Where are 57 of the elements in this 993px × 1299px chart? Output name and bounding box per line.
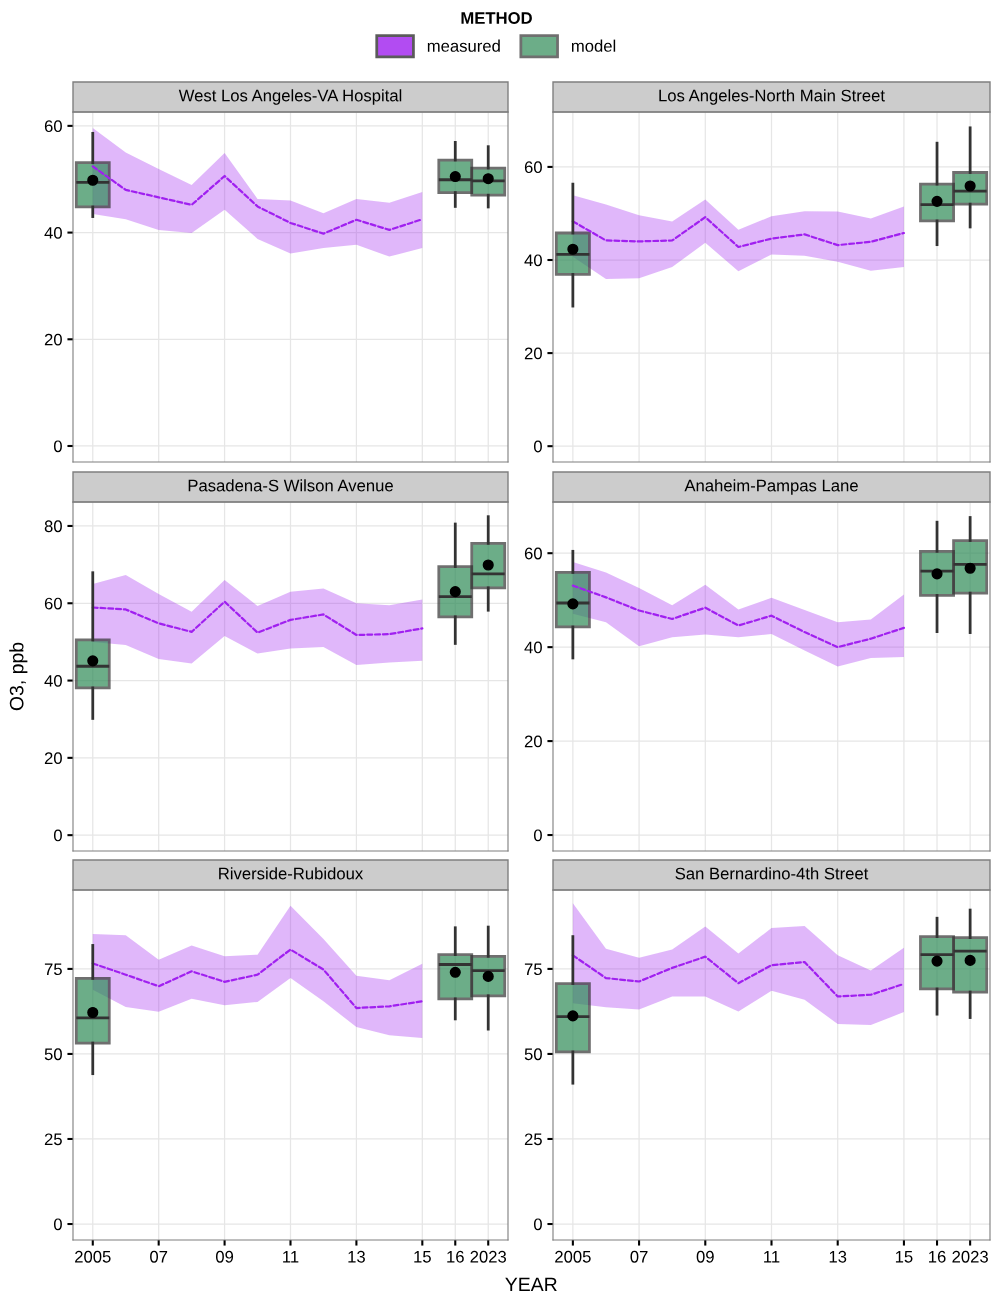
x-tick-label: 09 — [696, 1250, 714, 1263]
y-tick-label: 60 — [524, 161, 542, 174]
y-tick-label: 75 — [44, 963, 62, 976]
y-tick-label: 0 — [53, 1218, 62, 1231]
y-tick-label: 20 — [524, 735, 542, 748]
line-series — [91, 165, 424, 235]
line-series — [91, 948, 424, 1010]
y-tick-label: 80 — [44, 520, 62, 533]
line-series — [571, 216, 906, 249]
y-tick-label: 0 — [533, 1218, 542, 1231]
y-tick-label: 25 — [524, 1133, 542, 1146]
chart-title: Riverside-Rubidoux — [219, 867, 364, 880]
y-tick-label: 0 — [533, 440, 542, 453]
x-tick-label: 13 — [829, 1250, 847, 1263]
x-tick-label: 2005 — [555, 1250, 591, 1263]
y-tick-label: 40 — [524, 254, 542, 267]
y-tick-label: 0 — [53, 829, 62, 842]
chart-title: Los Angeles-North Main Street — [659, 89, 885, 105]
chart-title: San Bernardino-4th Street — [675, 867, 869, 880]
y-tick-label: 25 — [44, 1133, 62, 1146]
y-tick-label: 60 — [44, 597, 62, 610]
x-tick-label: 15 — [414, 1251, 431, 1263]
x-tick-label: 15 — [895, 1251, 913, 1263]
y-tick-label: 20 — [44, 752, 62, 765]
x-tick-label: 07 — [150, 1250, 168, 1263]
x-axis-title: YEAR — [505, 1277, 557, 1292]
chart-title: Anaheim-Pampas Lane — [684, 479, 858, 495]
x-tick-label: 2023 — [952, 1250, 988, 1263]
y-tick-label: 75 — [524, 963, 542, 976]
x-tick-label: 16 — [929, 1250, 946, 1263]
y-tick-label: 0 — [53, 440, 62, 453]
y-tick-label: 40 — [44, 674, 62, 687]
x-tick-label: 11 — [283, 1251, 299, 1263]
x-tick-label: 13 — [348, 1250, 365, 1263]
y-tick-label: 40 — [524, 641, 542, 654]
y-tick-label: 50 — [44, 1048, 62, 1061]
x-tick-label: 2023 — [470, 1250, 507, 1263]
x-tick-label: 16 — [447, 1250, 464, 1263]
x-tick-label: 09 — [215, 1250, 234, 1263]
chart-title: Pasadena-S Wilson Avenue — [188, 479, 393, 492]
line-series — [571, 584, 906, 649]
y-tick-label: 20 — [44, 333, 62, 346]
y-tick-label: 60 — [524, 547, 542, 560]
y-tick-label: 40 — [44, 226, 62, 239]
y-tick-label: 50 — [524, 1048, 542, 1061]
line-series — [91, 600, 424, 637]
x-tick-label: 2005 — [75, 1250, 111, 1263]
legend-title: METHOD — [461, 12, 532, 24]
legend-label: measured — [427, 39, 500, 52]
y-axis-title: O3, ppb — [9, 642, 28, 711]
y-tick-label: 60 — [44, 120, 62, 133]
legend-label: model — [571, 39, 616, 52]
x-tick-label: 07 — [630, 1250, 648, 1263]
chart-title: West Los Angeles-VA Hospital — [178, 89, 402, 105]
y-tick-label: 0 — [533, 829, 542, 842]
x-tick-label: 11 — [764, 1251, 780, 1263]
y-tick-label: 20 — [524, 347, 542, 360]
